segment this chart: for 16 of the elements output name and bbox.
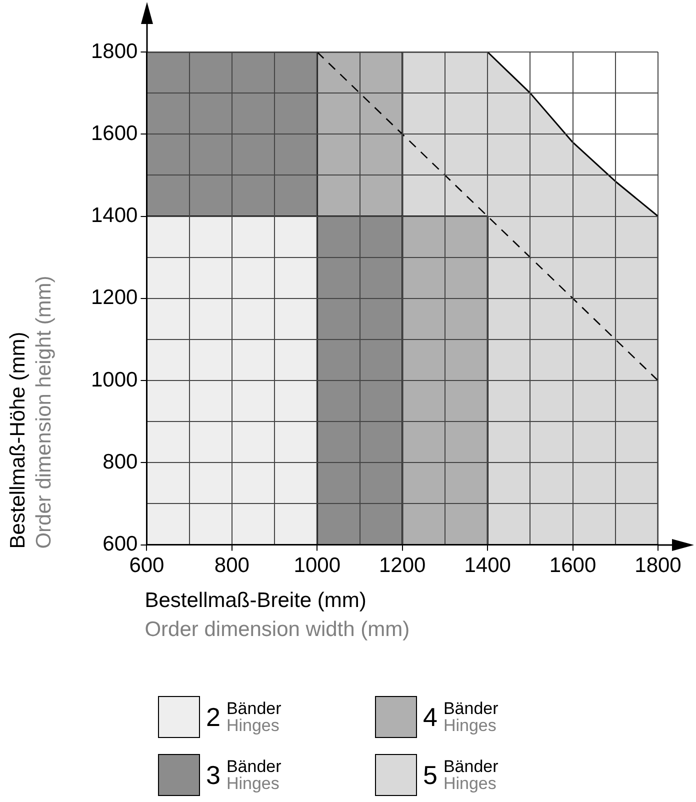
y-tick-label: 1000 [91,368,138,392]
y-tick-label: 1400 [91,204,138,228]
y-tick-label: 1600 [91,122,138,145]
x-axis-title: Bestellmaß-Breite (mm) Order dimension width (mm) [144,589,410,642]
y-tick-label: 600 [102,532,138,556]
x-tick-label: 600 [129,554,164,578]
x-tick-label: 1800 [634,554,682,578]
y-tick-label: 1800 [91,40,138,63]
y-tick-label: 800 [102,450,138,474]
x-tick-label: 1400 [464,554,511,578]
x-tick-label: 1200 [379,554,426,578]
x-tick-label: 1000 [294,554,341,578]
y-tick-label: 1200 [91,286,138,310]
x-tick-label: 1600 [549,554,596,578]
y-axis-title: Bestellmaß-Höhe (mm) Order dimension height (mm) [6,276,56,549]
x-tick-label: 800 [214,554,250,578]
